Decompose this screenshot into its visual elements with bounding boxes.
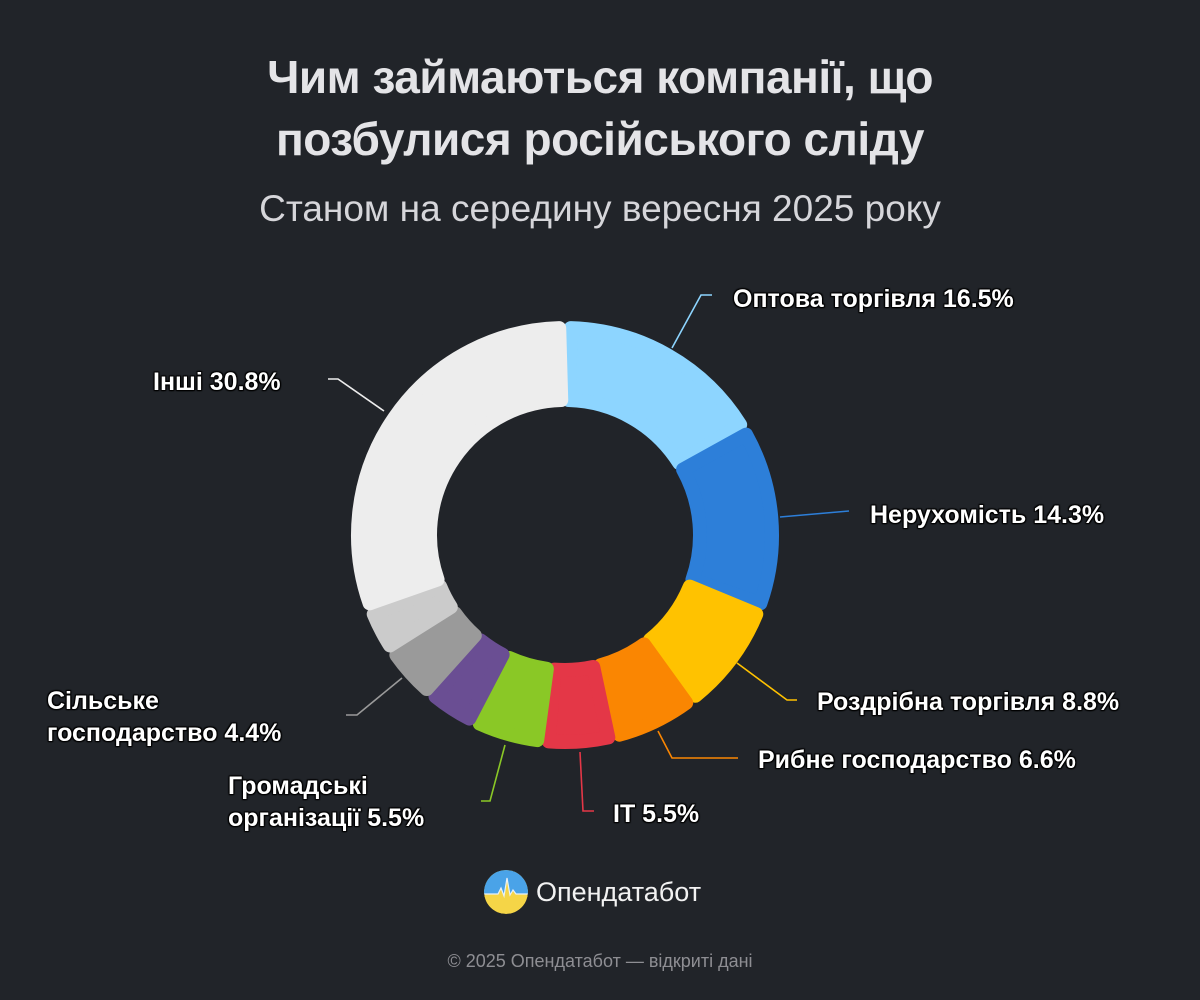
donut-segment bbox=[676, 427, 779, 611]
donut-segment bbox=[428, 633, 510, 726]
label-other: Інші 30.8% bbox=[153, 368, 281, 396]
donut-segment bbox=[351, 321, 569, 611]
label-public-organizations: Громадські організації 5.5% bbox=[228, 770, 424, 834]
donut-segment bbox=[561, 321, 748, 471]
leader-line bbox=[328, 378, 385, 412]
label-agriculture-line-1: Сільське bbox=[47, 687, 159, 715]
leader-line bbox=[736, 662, 797, 701]
chart-subtitle: Станом на середину вересня 2025 року bbox=[259, 188, 941, 229]
leader-line bbox=[779, 510, 850, 518]
label-retail: Роздрібна торгівля 8.8% bbox=[817, 688, 1120, 716]
label-agriculture: Сільське господарство 4.4% bbox=[47, 685, 281, 749]
leader-line bbox=[346, 677, 403, 716]
donut-segment bbox=[366, 579, 458, 653]
opendatabot-logo-icon bbox=[484, 870, 528, 914]
chart-title: Чим займаються компанії, що позбулися ро… bbox=[0, 46, 1200, 170]
chart-title-line-1: Чим займаються компанії, що bbox=[267, 51, 933, 103]
donut-segment bbox=[541, 660, 616, 749]
donut-segment bbox=[593, 637, 694, 742]
leader-line bbox=[579, 751, 594, 812]
label-fishery: Рибне господарство 6.6% bbox=[758, 746, 1076, 774]
label-public-organizations-line-1: Громадські bbox=[228, 772, 368, 800]
label-agriculture-line-2: господарство 4.4% bbox=[47, 719, 282, 747]
leader-line bbox=[671, 294, 712, 349]
label-wholesale: Оптова торгівля 16.5% bbox=[733, 285, 1014, 313]
donut-segment bbox=[643, 579, 764, 703]
donut-segments bbox=[351, 321, 779, 749]
leader-line bbox=[481, 744, 506, 802]
donut-segment bbox=[389, 606, 482, 697]
label-public-organizations-line-2: організації 5.5% bbox=[228, 804, 425, 832]
leader-line bbox=[657, 730, 738, 759]
donut-segment bbox=[472, 651, 554, 748]
footer-copyright: © 2025 Опендатабот — відкриті дані bbox=[447, 951, 753, 971]
chart-title-line-2: позбулися російського сліду bbox=[276, 113, 924, 165]
leader-lines bbox=[328, 294, 850, 812]
label-it: IT 5.5% bbox=[613, 800, 700, 828]
brand-name: Опендатабот bbox=[536, 876, 702, 907]
brand-logo: Опендатабот bbox=[484, 870, 701, 914]
label-real-estate: Нерухомість 14.3% bbox=[870, 501, 1105, 529]
